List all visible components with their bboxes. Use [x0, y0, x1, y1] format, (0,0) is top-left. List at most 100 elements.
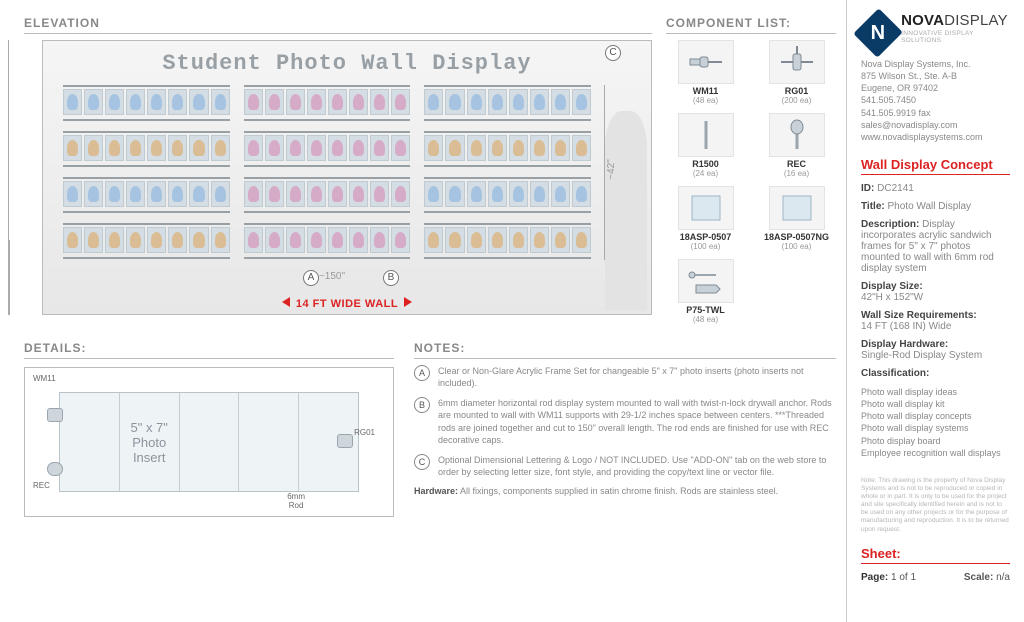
component-grid: WM11(48 ea)RG01(200 ea)R1500(24 ea)REC(1… [666, 40, 836, 324]
component-name: WM11 [666, 86, 745, 96]
callout-c: C [605, 45, 621, 61]
photo-frame [551, 135, 570, 161]
photo-frame [211, 181, 230, 207]
note-text: 6mm diameter horizontal rod display syst… [438, 397, 836, 446]
photo-frame [572, 89, 591, 115]
photo-frame [349, 135, 368, 161]
note-item: COptional Dimensional Lettering & Logo /… [414, 454, 836, 478]
photo-frame [551, 227, 570, 253]
classification-item: Photo display board [861, 435, 1010, 447]
arrow-left-icon [282, 297, 290, 307]
elevation-title: Student Photo Wall Display [43, 51, 651, 76]
photo-frame [307, 181, 326, 207]
photo-frame [370, 89, 389, 115]
component-item: 18ASP-0507(100 ea) [666, 186, 745, 251]
photo-row [63, 223, 591, 259]
photo-frame [424, 135, 443, 161]
photo-frame [286, 135, 305, 161]
photo-frame [286, 89, 305, 115]
endcap-icon [47, 462, 63, 476]
photo-frame [424, 89, 443, 115]
photo-frame [147, 227, 166, 253]
photo-frame [391, 135, 410, 161]
component-icon [678, 113, 734, 157]
photo-frame [488, 227, 507, 253]
photo-frame [189, 135, 208, 161]
classification-list: Photo wall display ideasPhoto wall displ… [861, 386, 1010, 459]
classification-item: Photo wall display kit [861, 398, 1010, 410]
arrow-right-icon [404, 297, 412, 307]
photo-frame [168, 181, 187, 207]
photo-frame [307, 89, 326, 115]
photo-frame [147, 135, 166, 161]
elevation-drawing: Student Photo Wall Display ~42" C A B ~1… [42, 40, 652, 315]
component-item: R1500(24 ea) [666, 113, 745, 178]
dim-height-lower: ~38" [9, 240, 10, 315]
photo-frame [467, 89, 486, 115]
photo-frame [328, 181, 347, 207]
grip-icon [337, 434, 353, 448]
dim-width: ~150" [83, 271, 581, 282]
photo-frame [126, 227, 145, 253]
note-badge: A [414, 365, 430, 381]
left-panel: ELEVATION Student Photo Wall Display ~42… [0, 0, 846, 622]
photo-group [244, 131, 411, 167]
photo-frame [168, 89, 187, 115]
photo-frame [509, 227, 528, 253]
label-rod: 6mm Rod [287, 492, 305, 510]
person-silhouette [605, 111, 647, 310]
component-item: WM11(48 ea) [666, 40, 745, 105]
component-list-label: COMPONENT LIST: [666, 16, 836, 34]
photo-frame [530, 227, 549, 253]
photo-frame [572, 227, 591, 253]
dim-display-height: ~42" [593, 85, 605, 260]
photo-frame [168, 135, 187, 161]
note-text: Clear or Non-Glare Acrylic Frame Set for… [438, 365, 836, 389]
photo-frame [370, 227, 389, 253]
photo-frame [530, 135, 549, 161]
component-name: 18ASP-0507 [666, 232, 745, 242]
photo-frame [370, 135, 389, 161]
photo-frame [126, 181, 145, 207]
photo-frame [509, 89, 528, 115]
label-wm11: WM11 [33, 374, 56, 383]
photo-frame [189, 227, 208, 253]
photo-frame [530, 181, 549, 207]
detail-drawing: WM11 REC RG01 6mm Rod 5" x 7" Photo Inse… [24, 367, 394, 517]
photo-frame [211, 227, 230, 253]
photo-frame [244, 135, 263, 161]
photo-frame [349, 181, 368, 207]
label-rg01: RG01 [354, 428, 375, 437]
notes-section: NOTES: A Clear or Non-Glare Acrylic Frame… [414, 341, 836, 612]
photo-frame [63, 135, 82, 161]
photo-row [63, 131, 591, 167]
component-item: P75-TWL(48 ea) [666, 259, 745, 324]
photo-frame [265, 135, 284, 161]
photo-frame [509, 135, 528, 161]
photo-frame [105, 135, 124, 161]
photo-frame [63, 89, 82, 115]
top-row: ELEVATION Student Photo Wall Display ~42… [24, 16, 836, 331]
photo-frame [265, 181, 284, 207]
brand-tagline: INNOVATIVE DISPLAY SOLUTIONS [901, 30, 1010, 44]
frame-detail: 5" x 7" Photo Insert [59, 392, 359, 492]
classification-item: Photo wall display ideas [861, 386, 1010, 398]
component-qty: (16 ea) [757, 169, 836, 178]
photo-frame [445, 89, 464, 115]
hardware-note: Hardware: All fixings, components suppli… [414, 486, 836, 496]
photo-frame [572, 181, 591, 207]
component-icon [769, 40, 825, 84]
photo-group [63, 223, 230, 259]
photo-frame [63, 181, 82, 207]
field-hardware: Display Hardware:Single-Rod Display Syst… [861, 339, 1010, 361]
component-qty: (24 ea) [666, 169, 745, 178]
notes-label: NOTES: [414, 341, 836, 359]
photo-frame [467, 227, 486, 253]
component-item: REC(16 ea) [757, 113, 836, 178]
elevation-label: ELEVATION [24, 16, 652, 34]
component-icon [678, 259, 734, 303]
photo-frame [349, 89, 368, 115]
note-text: Optional Dimensional Lettering & Logo / … [438, 454, 836, 478]
photo-frame [244, 181, 263, 207]
component-name: 18ASP-0507NG [757, 232, 836, 242]
